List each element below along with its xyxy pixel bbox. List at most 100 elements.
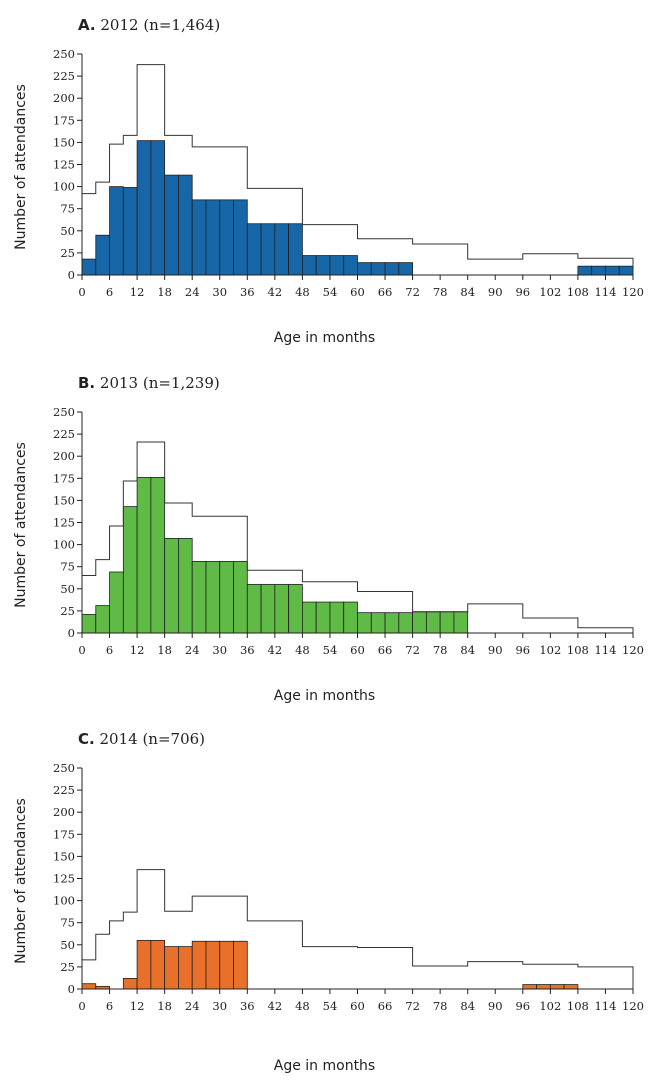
- panel-title: C. 2014 (n=706): [78, 730, 205, 748]
- x-tick-label: 6: [106, 285, 113, 299]
- histogram-bar: [315, 601, 331, 634]
- histogram-bar: [398, 262, 414, 276]
- x-tick-label: 24: [185, 285, 200, 299]
- x-tick-label: 12: [130, 643, 145, 657]
- histogram-bar: [233, 199, 248, 276]
- x-tick-label: 120: [622, 643, 644, 657]
- histogram-bar: [412, 611, 427, 634]
- panel-letter: C.: [78, 730, 95, 748]
- x-tick-label: 24: [185, 643, 200, 657]
- histogram-bar: [95, 605, 110, 634]
- y-tick-label: 25: [60, 604, 75, 618]
- histogram-bar: [343, 601, 358, 634]
- y-tick-label: 150: [53, 493, 75, 507]
- histogram-bar: [301, 601, 317, 634]
- histogram-bar: [315, 255, 331, 276]
- histogram-bar: [178, 174, 193, 276]
- histogram-bar: [439, 611, 455, 634]
- histogram-bar: [136, 477, 152, 634]
- x-tick-label: 42: [268, 999, 283, 1013]
- x-tick-label: 54: [323, 285, 338, 299]
- x-tick-label: 90: [488, 285, 503, 299]
- y-tick-label: 175: [53, 471, 75, 485]
- y-tick-label: 225: [53, 69, 75, 83]
- x-tick-label: 108: [567, 999, 589, 1013]
- histogram-bar: [178, 538, 193, 634]
- y-tick-label: 75: [60, 202, 75, 216]
- histogram-bar: [122, 977, 138, 990]
- histogram-bar: [301, 255, 317, 276]
- x-tick-label: 42: [268, 285, 283, 299]
- histogram-bar: [274, 583, 290, 634]
- histogram-bar: [219, 560, 234, 634]
- histogram-bar: [384, 612, 400, 634]
- histogram-bar: [122, 506, 138, 634]
- x-tick-label: 90: [488, 999, 503, 1013]
- histogram-bar: [122, 187, 138, 276]
- y-tick-label: 200: [53, 805, 75, 819]
- y-tick-label: 125: [53, 872, 75, 886]
- x-tick-label: 30: [212, 999, 227, 1013]
- histogram-bar: [605, 265, 620, 276]
- histogram-bar: [150, 477, 166, 634]
- x-tick-label: 18: [157, 285, 172, 299]
- x-tick-label: 48: [295, 999, 310, 1013]
- histogram-bar: [329, 255, 345, 276]
- histogram-bar: [288, 583, 303, 634]
- chart-panel-b: B. 2013 (n=1,239) Number of attendances …: [0, 374, 649, 724]
- y-tick-label: 175: [53, 113, 75, 127]
- histogram-bar: [329, 601, 345, 634]
- x-tick-label: 24: [185, 999, 200, 1013]
- x-tick-label: 102: [539, 999, 561, 1013]
- chart-panel-a: A. 2012 (n=1,464) Number of attendances …: [0, 16, 649, 366]
- histogram-bar: [549, 984, 565, 990]
- y-tick-label: 250: [53, 47, 75, 61]
- histogram-bar: [150, 140, 166, 276]
- histogram-bar: [370, 262, 386, 276]
- x-tick-label: 102: [539, 285, 561, 299]
- histogram-bar: [398, 612, 414, 634]
- x-tick-label: 84: [460, 643, 475, 657]
- x-tick-label: 18: [157, 643, 172, 657]
- histogram-bar: [357, 612, 372, 634]
- y-tick-label: 25: [60, 960, 75, 974]
- y-tick-label: 125: [53, 158, 75, 172]
- histogram-bar: [233, 560, 248, 634]
- x-tick-label: 66: [378, 643, 393, 657]
- x-tick-label: 12: [130, 285, 145, 299]
- x-tick-label: 36: [240, 999, 255, 1013]
- x-tick-label: 78: [433, 285, 448, 299]
- x-tick-label: 36: [240, 643, 255, 657]
- y-tick-label: 0: [68, 626, 75, 640]
- x-tick-label: 120: [622, 999, 644, 1013]
- histogram-bar: [164, 946, 179, 990]
- y-tick-label: 50: [60, 938, 75, 952]
- x-tick-label: 90: [488, 643, 503, 657]
- histogram-bar: [246, 223, 262, 276]
- histogram-bar: [81, 258, 97, 276]
- panel-title: A. 2012 (n=1,464): [78, 16, 220, 34]
- x-tick-label: 72: [405, 285, 420, 299]
- x-tick-label: 54: [323, 643, 338, 657]
- chart-svg: 0 25 50 75 100 125 150 175 200 225 250 0 6 12 18 24 30 36…: [53, 405, 644, 657]
- histogram-bar: [563, 984, 579, 990]
- panel-title: B. 2013 (n=1,239): [78, 374, 220, 392]
- chart-svg: 0 25 50 75 100 125 150 175 200 225 250 0 6 12 18 24 30 36…: [53, 47, 644, 299]
- panel-letter: A.: [78, 16, 96, 34]
- histogram-bar: [150, 939, 166, 990]
- x-tick-label: 60: [350, 643, 365, 657]
- y-tick-label: 125: [53, 516, 75, 530]
- panel-year: 2014 (n=706): [99, 730, 206, 748]
- x-tick-label: 60: [350, 285, 365, 299]
- x-tick-label: 30: [212, 643, 227, 657]
- histogram-bar: [205, 940, 221, 990]
- x-tick-label: 36: [240, 285, 255, 299]
- chart-svg: 0 25 50 75 100 125 150 175 200 225 250 0 6 12 18 24 30 36…: [53, 761, 644, 1013]
- x-tick-label: 6: [106, 999, 113, 1013]
- x-tick-label: 96: [515, 643, 530, 657]
- histogram-bar: [577, 265, 593, 276]
- y-tick-label: 225: [53, 427, 75, 441]
- x-axis-label: Age in months: [273, 688, 376, 704]
- y-tick-label: 100: [53, 180, 75, 194]
- histogram-bar: [384, 262, 400, 276]
